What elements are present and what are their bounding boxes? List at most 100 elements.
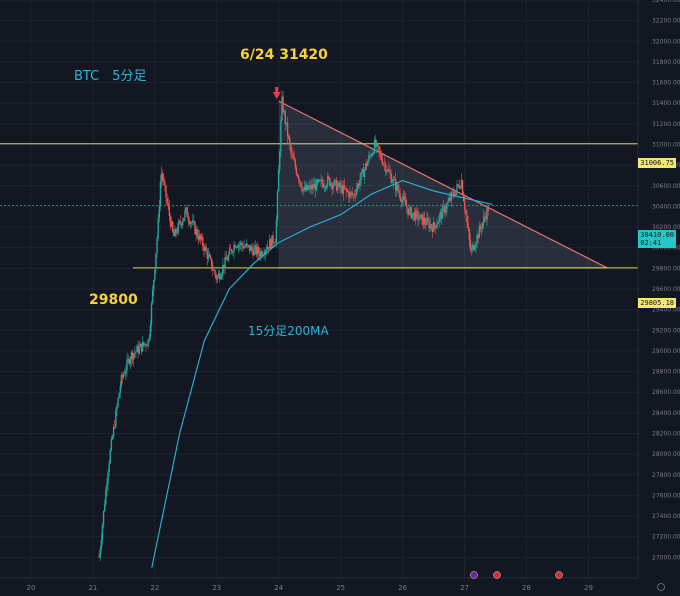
- candle-body: [389, 171, 391, 174]
- candle-body: [303, 186, 305, 190]
- candle-body: [432, 222, 435, 232]
- candle-body: [350, 191, 352, 193]
- candle-body: [374, 139, 377, 147]
- candle-body: [325, 185, 328, 188]
- candle-body: [176, 232, 178, 234]
- candle-body: [412, 212, 415, 214]
- candle-body: [161, 173, 164, 180]
- y-tick-label: 30000.00: [652, 245, 680, 252]
- y-tick-label: 28400.00: [652, 410, 680, 417]
- candle-body: [128, 358, 130, 364]
- candle-body: [379, 150, 381, 154]
- candle-body: [342, 185, 344, 194]
- x-tick-label: 26: [398, 584, 407, 592]
- candle-body: [360, 172, 362, 180]
- candle-body: [387, 168, 389, 172]
- candle-body: [235, 246, 237, 248]
- x-tick-label: 24: [274, 584, 283, 592]
- candle-body: [202, 237, 204, 247]
- settings-icon: [657, 583, 665, 591]
- candle-body: [146, 345, 148, 347]
- candle-body: [158, 206, 161, 218]
- candle-body: [267, 246, 270, 249]
- candle-body: [347, 191, 349, 192]
- candle-body: [401, 199, 404, 203]
- x-tick-label: 21: [88, 584, 97, 592]
- candle-body: [139, 343, 142, 347]
- candle-body: [99, 549, 101, 558]
- candle-body: [127, 358, 129, 360]
- candle-body: [459, 187, 462, 189]
- candle-body: [154, 269, 156, 281]
- event-flag-icon: [493, 571, 501, 579]
- candle-body: [470, 248, 473, 251]
- candle-body: [383, 163, 386, 165]
- candle-body: [148, 337, 150, 340]
- candle-body: [274, 242, 276, 244]
- y-tick-label: 28000.00: [652, 451, 680, 458]
- candle-body: [195, 229, 197, 235]
- asset-label: BTC 5分足: [74, 69, 147, 84]
- candle-body: [103, 504, 106, 511]
- candle-body: [102, 510, 105, 525]
- candle-body: [343, 185, 346, 189]
- candle-body: [140, 343, 143, 352]
- candle-body: [257, 247, 260, 254]
- candle-body: [359, 179, 361, 186]
- candle-body: [487, 207, 489, 212]
- candle-body: [272, 235, 274, 244]
- candle-body: [373, 139, 376, 154]
- candle-body: [429, 224, 431, 229]
- candle-body: [122, 374, 125, 378]
- last-price-tag: 30410.00 02:41: [638, 230, 676, 248]
- candle-body: [199, 234, 202, 240]
- candle-body: [316, 180, 319, 182]
- candle-body: [120, 375, 123, 387]
- candle-body: [251, 246, 253, 250]
- candle-body: [277, 170, 280, 192]
- candle-body: [425, 223, 427, 225]
- candle-body: [420, 214, 423, 216]
- candle-body: [363, 169, 366, 178]
- candle-body: [219, 276, 222, 280]
- candle-body: [166, 197, 168, 203]
- candle-body: [225, 256, 227, 260]
- candle-body: [264, 250, 266, 255]
- candle-body: [135, 351, 137, 353]
- candle-body: [206, 250, 208, 259]
- candle-body: [222, 264, 224, 274]
- candle-body: [416, 210, 418, 212]
- candle-body: [253, 248, 255, 256]
- candle-body: [132, 353, 135, 360]
- candle-body: [354, 194, 357, 196]
- candle-body: [256, 247, 259, 255]
- candle-body: [397, 184, 399, 191]
- candle-body: [396, 184, 398, 191]
- y-tick-label: 29200.00: [652, 327, 680, 334]
- candle-body: [180, 223, 183, 226]
- candle-body: [134, 352, 136, 354]
- x-tick-label: 22: [150, 584, 159, 592]
- candle-body: [168, 206, 171, 216]
- candle-body: [126, 359, 128, 371]
- candle-body: [323, 186, 326, 188]
- ma-line: [151, 180, 493, 568]
- candle-body: [290, 144, 292, 153]
- candle-body: [136, 345, 138, 352]
- candle-body: [260, 251, 262, 257]
- candle-body: [281, 96, 283, 121]
- candle-body: [369, 155, 371, 156]
- candle-body: [182, 220, 184, 226]
- candle-body: [245, 243, 247, 247]
- ma-label: 15分足200MA: [248, 324, 329, 338]
- candle-body: [331, 183, 333, 189]
- candle-body: [227, 254, 230, 261]
- candle-body: [371, 153, 373, 157]
- candle-body: [124, 373, 126, 375]
- candle-body: [381, 159, 384, 165]
- candle-body: [435, 225, 437, 228]
- support-label: 29800: [89, 292, 138, 308]
- candle-body: [311, 184, 313, 190]
- candle-body: [179, 221, 182, 224]
